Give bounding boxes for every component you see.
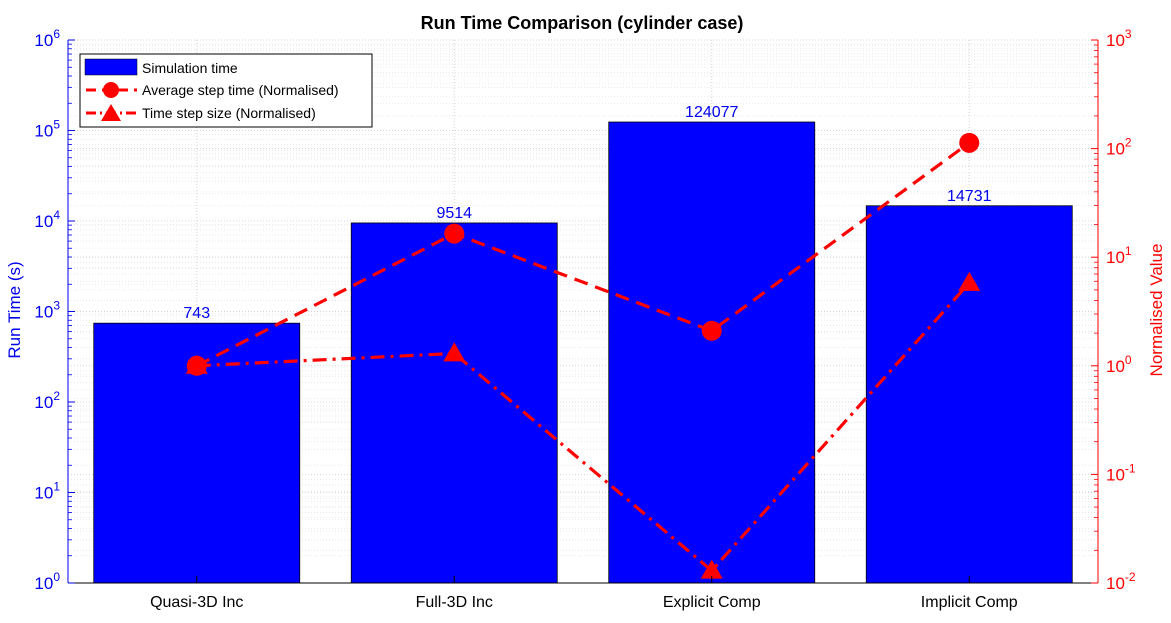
legend-marker-triangle <box>101 104 121 121</box>
triangle-marker <box>185 354 208 374</box>
legend: Simulation time Average step time (Norma… <box>79 53 373 128</box>
x-tick-label: Full-3D Inc <box>416 594 493 611</box>
circle-marker <box>959 132 980 153</box>
triangle-marker <box>958 271 981 291</box>
legend-swatch-bars <box>84 58 138 76</box>
y-left-axis-label: Run Time (s) <box>5 261 24 358</box>
triangle-marker <box>443 342 466 362</box>
y-left-tick-label: 100 <box>34 570 60 593</box>
bar-data-label: 743 <box>183 305 210 322</box>
bar-data-label: 124077 <box>685 104 738 121</box>
bar-data-label: 14731 <box>947 188 992 205</box>
axis-layer: 100 101 102 103 104 105 106 10-2 10-1 100 101 102 10… <box>34 27 1136 611</box>
y-left-tick-label: 106 <box>34 27 60 50</box>
legend-label-bars: Simulation time <box>142 60 238 76</box>
y-right-axis-label: Normalised Value <box>1147 244 1166 377</box>
triangle-marker <box>700 559 723 579</box>
y-right-tick-label: 10-1 <box>1106 461 1136 484</box>
circle-marker <box>701 320 722 341</box>
x-tick-label: Quasi-3D Inc <box>150 594 243 611</box>
x-tick-label: Implicit Comp <box>921 594 1018 611</box>
circle-marker <box>444 223 465 244</box>
y-left-tick-label: 102 <box>34 389 60 412</box>
y-right-tick-label: 103 <box>1106 27 1132 50</box>
series-line-triangle <box>196 281 971 573</box>
y-right-tick-label: 101 <box>1106 244 1132 267</box>
legend-label-avg: Average step time (Normalised) <box>142 82 339 98</box>
y-left-tick-label: 101 <box>34 480 60 503</box>
line-layer <box>185 132 981 579</box>
series-line-circle <box>196 141 971 368</box>
bar-explicit-comp <box>608 121 816 584</box>
y-right-tick-label: 100 <box>1106 353 1132 376</box>
y-right-tick-label: 10-2 <box>1106 570 1136 593</box>
x-tick-label: Explicit Comp <box>663 594 761 611</box>
y-left-tick-label: 103 <box>34 299 60 322</box>
bar-layer: 743 9514 124077 14731 <box>93 104 1073 584</box>
y-right-tick-label: 102 <box>1106 136 1132 159</box>
bar-full-3d-inc <box>350 222 558 584</box>
y-left-tick-label: 105 <box>34 118 60 141</box>
chart-title: Run Time Comparison (cylinder case) <box>421 13 744 33</box>
bar-implicit-comp <box>865 205 1073 584</box>
legend-label-step: Time step size (Normalised) <box>142 105 316 121</box>
label-layer: Run Time Comparison (cylinder case) Run … <box>5 13 1166 376</box>
legend-marker-circle <box>103 82 119 98</box>
bar-data-label: 9514 <box>436 205 472 222</box>
y-left-tick-label: 104 <box>34 208 60 231</box>
